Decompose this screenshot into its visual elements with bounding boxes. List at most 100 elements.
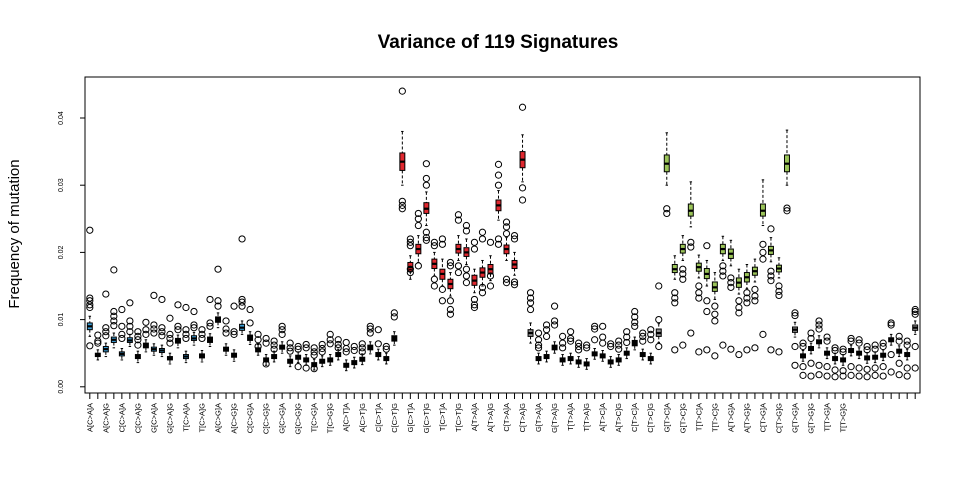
outlier-point [526, 294, 535, 302]
outlier-point [310, 348, 318, 356]
outlier-point [454, 268, 463, 277]
y-tick-label: 0.02 [58, 245, 65, 259]
outlier-point [711, 352, 719, 360]
outlier-point [647, 330, 655, 338]
outlier-point [230, 330, 238, 338]
outlier-point [278, 322, 286, 330]
box-40 [406, 235, 414, 280]
outlier-point [310, 344, 318, 352]
outlier-point [887, 368, 895, 376]
outlier-point [422, 181, 430, 189]
box-62 [583, 341, 591, 370]
outlier-point [430, 275, 438, 283]
box-54 [518, 103, 527, 204]
outlier-point [751, 285, 759, 293]
x-tick-label: C[C>A]A [117, 403, 126, 432]
outlier-point [150, 329, 158, 337]
box-48 [470, 238, 479, 312]
outlier-point [542, 326, 551, 334]
outlier-point [454, 216, 463, 224]
outlier-point [406, 265, 414, 273]
outlier-point [703, 346, 711, 354]
outlier-point [110, 317, 118, 325]
box-28 [310, 344, 318, 373]
outlier-point [879, 342, 887, 351]
outlier-point [510, 278, 519, 286]
outlier-point [895, 371, 903, 379]
outlier-point [350, 342, 358, 351]
x-tick-label: A[C>G]A [214, 403, 223, 433]
outlier-point [422, 228, 430, 236]
outlier-point [110, 266, 118, 274]
box-67 [623, 328, 631, 360]
outlier-point [815, 361, 823, 369]
box-13 [190, 307, 198, 346]
outlier-point [743, 294, 751, 302]
outlier-point [751, 292, 759, 300]
outlier-point [575, 342, 583, 351]
box-14 [198, 326, 206, 363]
x-tick-label: G[C>T]G [422, 403, 431, 433]
box-80 [727, 239, 735, 353]
box-90 [807, 329, 815, 380]
outlier-point [847, 371, 855, 379]
y-axis: 0.00 0.01 0.02 0.03 0.04 [58, 111, 86, 394]
box-92 [823, 333, 831, 380]
outlier-point [615, 341, 623, 349]
box-4 [118, 305, 126, 361]
box-87 [783, 129, 791, 215]
box-91 [815, 317, 823, 379]
outlier-point [326, 336, 334, 344]
outlier-point [735, 350, 743, 359]
outlier-point [727, 283, 735, 291]
outlier-point [703, 242, 711, 250]
outlier-point [815, 371, 823, 379]
outlier-point [86, 297, 94, 305]
outlier-point [230, 302, 238, 310]
outlier-point [599, 339, 607, 347]
outlier-point [414, 262, 422, 270]
outlier-point [302, 364, 310, 372]
outlier-point [799, 342, 807, 351]
x-tick-label: A[T>C]G [614, 403, 623, 433]
outlier-point [486, 238, 495, 246]
outlier-point [182, 330, 190, 338]
outlier-point [583, 344, 591, 352]
outlier-point [550, 321, 559, 329]
box-89 [799, 339, 807, 379]
box-35 [366, 322, 374, 355]
box-55 [526, 289, 535, 344]
outlier-point [398, 205, 406, 213]
x-tick-label: T[T>G]G [839, 403, 848, 433]
outlier-point [190, 324, 198, 332]
outlier-point [494, 171, 503, 179]
outlier-point [839, 348, 847, 356]
outlier-point [607, 340, 615, 348]
outlier-point [863, 346, 871, 354]
box-11 [174, 301, 182, 349]
outlier-point [863, 373, 871, 381]
x-tick-label: T[C>A]A [181, 403, 190, 432]
x-tick-label: C[T>A]A [502, 403, 511, 432]
box-16 [214, 265, 222, 329]
outlier-point [679, 265, 687, 273]
box-18 [230, 302, 238, 362]
box-72 [663, 132, 671, 218]
outlier-point [470, 303, 479, 312]
outlier-point [743, 289, 751, 297]
outlier-point [791, 311, 799, 320]
x-tick-label: C[C>G]G [262, 403, 271, 434]
outlier-point [478, 235, 487, 243]
box-59 [559, 332, 567, 366]
x-tick-label: A[T>A]A [470, 403, 479, 431]
outlier-point [502, 279, 511, 287]
outlier-point [871, 341, 879, 349]
x-tick-label: C[T>C]A [630, 403, 639, 432]
box-65 [607, 340, 615, 368]
outlier-point [687, 243, 695, 251]
outlier-point [655, 282, 663, 290]
box-71 [655, 282, 663, 351]
box-102 [903, 337, 911, 380]
outlier-point [318, 348, 326, 356]
box-103 [911, 305, 919, 372]
